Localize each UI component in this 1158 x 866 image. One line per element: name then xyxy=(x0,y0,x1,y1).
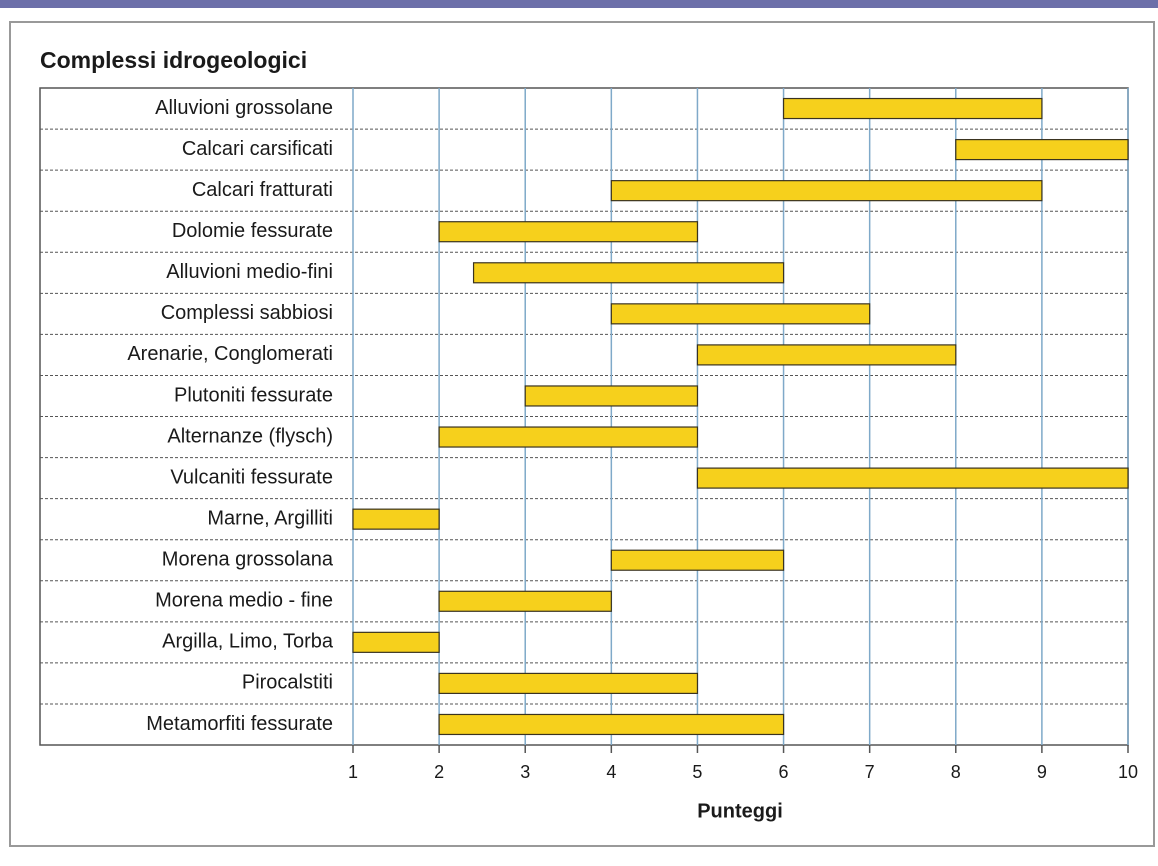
x-tick-label: 10 xyxy=(1118,762,1138,782)
bar xyxy=(524,385,699,407)
chart-title: Complessi idrogeologici xyxy=(40,47,307,73)
bar xyxy=(438,221,699,243)
y-tick-label: Alternanze (flysch) xyxy=(167,425,333,447)
y-tick-label: Plutoniti fessurate xyxy=(174,384,333,406)
x-tick-label: 3 xyxy=(520,762,530,782)
x-tick-label: 8 xyxy=(951,762,961,782)
bar xyxy=(438,426,699,448)
y-tick-label: Complessi sabbiosi xyxy=(161,302,333,324)
y-tick-label: Dolomie fessurate xyxy=(172,220,333,242)
bar xyxy=(438,672,699,695)
y-tick-label: Alluvioni grossolane xyxy=(155,97,333,119)
y-tick-label: Metamorfiti fessurate xyxy=(146,713,333,735)
top-band xyxy=(0,0,1158,8)
x-tick-label: 9 xyxy=(1037,762,1047,782)
bar xyxy=(782,97,1043,120)
y-tick-label: Vulcaniti fessurate xyxy=(170,466,333,488)
y-tick-label: Arenarie, Conglomerati xyxy=(127,343,333,365)
x-tick-label: 6 xyxy=(779,762,789,782)
x-tick-label: 7 xyxy=(865,762,875,782)
y-tick-label: Morena medio - fine xyxy=(155,590,333,612)
bar xyxy=(438,713,785,736)
frame xyxy=(9,21,1155,847)
bar xyxy=(352,508,440,530)
x-tick-label: 1 xyxy=(348,762,358,782)
bar xyxy=(696,467,1129,489)
bar xyxy=(610,180,1043,202)
bar xyxy=(438,590,612,612)
y-tick-label: Morena grossolana xyxy=(162,549,334,571)
bar xyxy=(610,549,785,571)
x-tick-label: 2 xyxy=(434,762,444,782)
x-tick-label: 5 xyxy=(692,762,702,782)
y-tick-label: Marne, Argilliti xyxy=(207,507,333,529)
bar xyxy=(352,631,440,653)
y-tick-label: Argilla, Limo, Torba xyxy=(162,631,334,653)
y-tick-label: Pirocalstiti xyxy=(242,672,333,694)
bar xyxy=(955,138,1129,161)
bar xyxy=(472,262,785,284)
bar xyxy=(610,303,871,325)
y-tick-label: Alluvioni medio-fini xyxy=(166,261,333,283)
y-tick-label: Calcari fratturati xyxy=(192,179,333,201)
y-tick-label: Calcari carsificati xyxy=(182,138,333,160)
x-tick-label: 4 xyxy=(606,762,616,782)
x-axis-label: Punteggi xyxy=(697,800,783,822)
bar xyxy=(696,344,957,366)
